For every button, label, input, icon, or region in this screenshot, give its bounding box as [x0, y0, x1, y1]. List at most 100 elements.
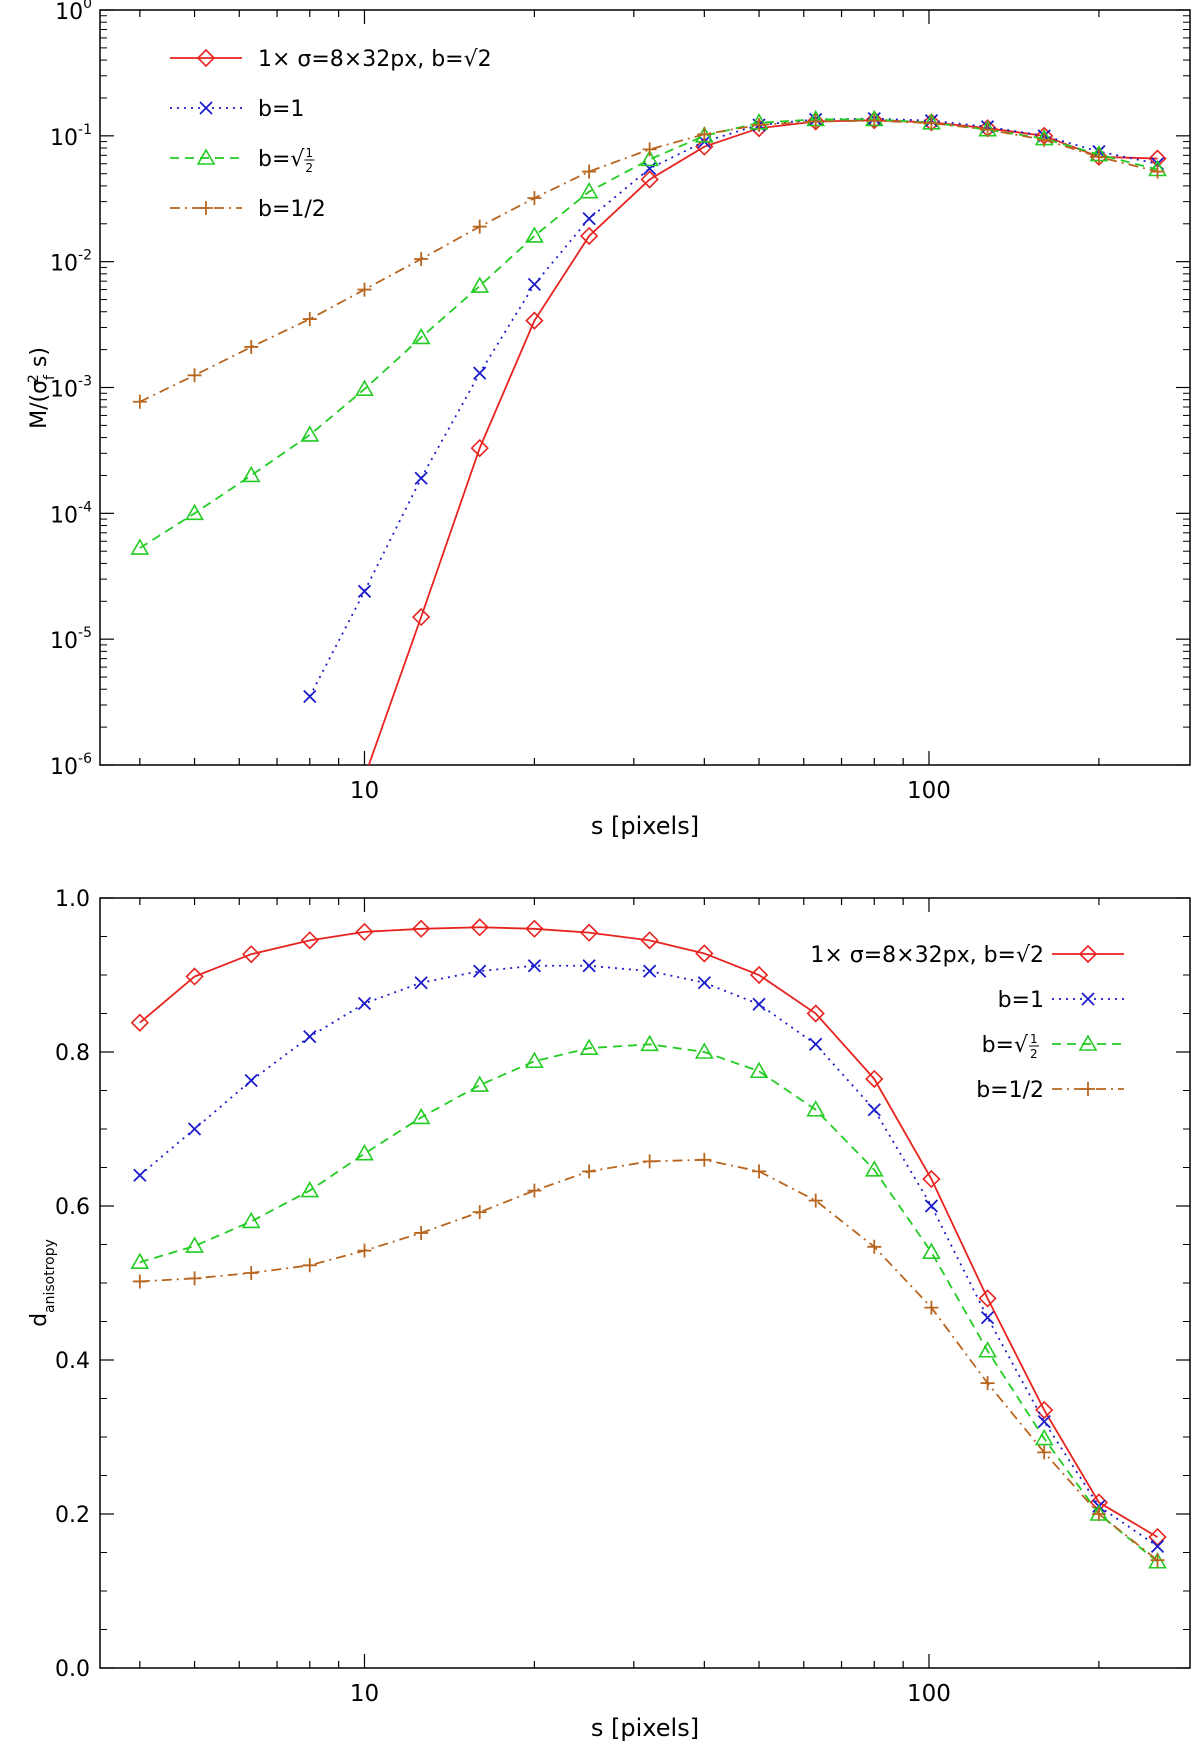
data-point	[697, 1152, 712, 1167]
series-2	[130, 1034, 1167, 1569]
data-point	[355, 1144, 374, 1161]
data-point	[470, 1075, 490, 1092]
data-point	[579, 226, 599, 246]
data-point	[978, 1341, 997, 1358]
legend-label: b=1	[998, 988, 1044, 1013]
data-point	[414, 471, 428, 485]
data-point	[752, 117, 767, 132]
data-point	[300, 931, 319, 950]
data-point	[1091, 149, 1106, 164]
data-point	[414, 252, 429, 266]
data-point	[579, 182, 599, 199]
data-point	[579, 923, 599, 942]
data-point	[697, 976, 711, 990]
data-point	[752, 997, 766, 1011]
plot-frame	[99, 9, 1191, 766]
series-line	[308, 117, 1158, 697]
data-point	[355, 379, 374, 396]
series-0	[367, 111, 1167, 765]
data-point	[470, 438, 489, 458]
data-point	[357, 584, 372, 598]
data-point	[185, 503, 204, 521]
series-3	[132, 113, 1165, 409]
series-1	[303, 111, 1165, 704]
y-tick-label: 100	[55, 0, 92, 25]
legend-label: 1× σ=8×32px, b=√2	[810, 943, 1044, 968]
y-tick-label: 0.0	[55, 1657, 90, 1682]
axis-ticks	[100, 9, 1190, 766]
data-point	[806, 1100, 826, 1117]
data-point	[1089, 147, 1109, 167]
data-point	[582, 959, 596, 973]
legend-label: b=1/2	[258, 197, 326, 222]
data-point	[300, 1180, 320, 1198]
data-point	[808, 1193, 823, 1208]
data-point	[244, 1073, 258, 1088]
data-point	[473, 366, 487, 380]
y-tick-label: 10-5	[50, 625, 92, 654]
data-point	[980, 1311, 995, 1325]
data-point	[241, 465, 261, 483]
data-point	[412, 919, 431, 938]
data-point	[527, 191, 542, 206]
data-point	[642, 161, 657, 176]
chart-bottom-anisotropy: 10 100 0.0 0.2 0.4 0.6 0.8 1.0 1× σ=8×32px, b=√…	[27, 887, 1191, 1742]
data-point	[640, 149, 660, 167]
data-point	[642, 1154, 657, 1169]
data-point	[924, 1300, 939, 1315]
data-point	[579, 1038, 599, 1055]
legend-label: b=√	[982, 1033, 1029, 1058]
data-point	[411, 327, 431, 345]
data-point	[865, 111, 884, 130]
tick-labels: 10 100 10-6 10-5 10-4 10-3 10-2 10-1 100	[50, 0, 951, 804]
legend-label-den: 2	[305, 161, 313, 175]
series-3	[132, 1152, 1165, 1568]
data-point	[1034, 1428, 1054, 1446]
legend-marker	[1078, 944, 1098, 964]
y-axis-label: danisotropy	[27, 1239, 58, 1327]
data-point	[1037, 132, 1052, 147]
data-point	[1037, 1445, 1052, 1460]
data-point	[922, 1242, 941, 1259]
y-axis-label: M/(σf2 s)	[26, 347, 58, 429]
data-point	[242, 945, 261, 964]
data-point	[582, 164, 597, 179]
data-point	[412, 607, 431, 627]
data-point	[809, 1037, 823, 1051]
data-point	[642, 142, 657, 157]
series-line	[139, 926, 1158, 1538]
data-point	[472, 219, 487, 234]
data-point	[302, 1258, 317, 1273]
series-0	[130, 918, 1167, 1547]
data-point	[922, 113, 941, 132]
series-line	[139, 118, 1158, 549]
data-point	[980, 1376, 995, 1391]
plot-frame	[99, 897, 1191, 1669]
legend-marker	[196, 48, 216, 68]
y-tick-label: 10-1	[50, 122, 92, 151]
x-tick-label: 100	[907, 1681, 951, 1707]
y-tick-label: 0.8	[55, 1041, 90, 1066]
y-tick-label: 0.4	[55, 1349, 90, 1374]
data-point	[808, 114, 823, 129]
data-point	[1150, 1553, 1165, 1568]
data-point	[525, 226, 544, 243]
data-point	[187, 368, 202, 383]
data-point	[185, 967, 204, 986]
data-point	[300, 425, 320, 442]
y-tick-label: 0.6	[55, 1195, 90, 1220]
data-point	[357, 996, 372, 1011]
data-point	[980, 122, 995, 137]
data-point	[470, 276, 490, 293]
data-point	[470, 918, 489, 937]
data-point	[924, 1199, 939, 1213]
data-point	[302, 312, 317, 327]
data-point	[414, 1225, 429, 1240]
legend-marker	[1081, 1082, 1095, 1096]
legend-marker	[1081, 992, 1095, 1006]
data-point	[749, 1061, 769, 1079]
y-tick-label: 10-6	[50, 751, 92, 780]
data-point	[749, 965, 769, 985]
legend-label-num: 1	[1030, 1032, 1038, 1046]
tick-labels: 10 100 0.0 0.2 0.4 0.6 0.8 1.0	[55, 887, 951, 1707]
